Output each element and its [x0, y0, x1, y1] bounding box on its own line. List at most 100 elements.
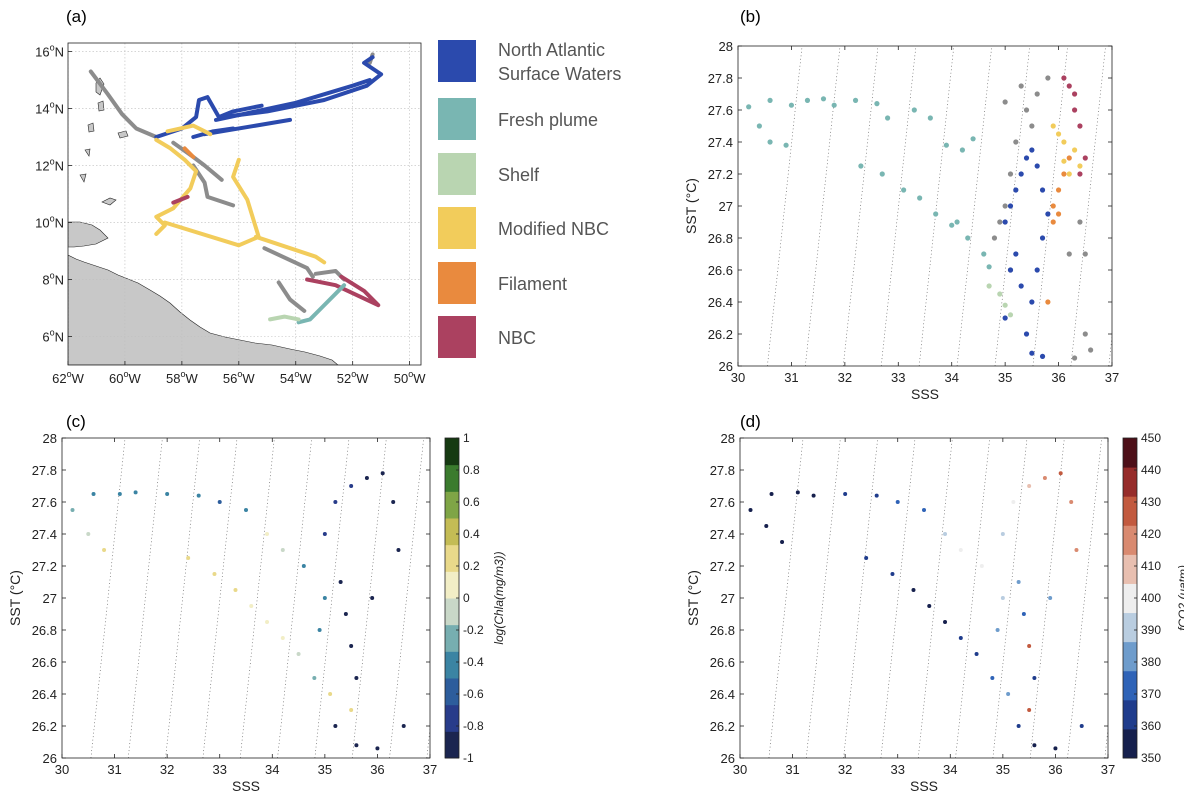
scatter-point — [1088, 347, 1094, 353]
ship-track-segment — [154, 137, 199, 236]
legend-label: NBC — [498, 328, 536, 348]
ship-track-segment — [262, 246, 315, 279]
scatter-point — [312, 676, 317, 680]
x-tick-label: 36 — [370, 762, 384, 777]
colorbar-segment — [1123, 641, 1137, 672]
colorbar-tick-label: 440 — [1141, 463, 1161, 477]
scatter-point — [1045, 75, 1051, 81]
plot-area — [62, 438, 430, 758]
panel-label-b: (b) — [740, 7, 761, 26]
scatter-point — [1045, 211, 1051, 217]
y-tick-label: 26.6 — [710, 655, 735, 670]
ship-track-segment — [214, 78, 372, 122]
y-tick-label: 26 — [43, 751, 57, 766]
scatter-point — [943, 532, 948, 536]
scatter-point — [997, 219, 1003, 225]
scatter-point — [391, 500, 396, 504]
scatter-point — [364, 476, 369, 480]
ship-track-segment — [296, 283, 347, 325]
y-tick-label: 27.8 — [32, 463, 57, 478]
scatter-point — [396, 548, 401, 552]
scatter-point — [1082, 331, 1088, 337]
legend-label: Filament — [498, 274, 567, 294]
scatter-point — [1082, 251, 1088, 257]
scatter-point — [811, 493, 816, 498]
scatter-point — [196, 493, 201, 498]
scatter-point — [767, 97, 773, 103]
scatter-point — [1066, 171, 1072, 177]
scatter-point — [1023, 107, 1030, 113]
scatter-point — [831, 102, 837, 108]
x-tick-label: 34 — [944, 370, 958, 385]
scatter-point — [1002, 99, 1008, 105]
scatter-point — [890, 572, 895, 576]
scatter-point — [1050, 203, 1056, 209]
scatter-point — [322, 532, 327, 536]
scatter-point — [1018, 283, 1024, 289]
scatter-point — [1016, 724, 1021, 728]
scatter-point — [249, 604, 254, 608]
y-tick-label: 26.2 — [710, 719, 735, 734]
y-tick-label: 26.8 — [32, 623, 57, 638]
scatter-point — [1074, 548, 1079, 552]
colorbar-tick-label: -0.8 — [463, 719, 484, 733]
scatter-point — [991, 235, 998, 241]
legend-label: Fresh plume — [498, 110, 598, 130]
scatter-point — [1055, 131, 1062, 137]
scatter-point — [874, 493, 879, 498]
island-4 — [84, 148, 91, 157]
scatter-point — [333, 500, 338, 504]
colorbar-tick-label: 0.6 — [463, 495, 480, 509]
scatter-point — [186, 556, 191, 560]
colorbar-segment — [445, 518, 459, 546]
scatter-point — [70, 508, 75, 512]
colorbar-segment — [1123, 525, 1137, 555]
colorbar-segment — [1123, 496, 1137, 526]
scatter-point — [1082, 155, 1088, 161]
scatter-point — [1002, 203, 1008, 209]
scatter-point — [370, 596, 375, 600]
scatter-point — [338, 580, 343, 584]
scatter-point — [1007, 267, 1014, 273]
scatter-point — [380, 471, 385, 476]
map-frame — [67, 42, 422, 366]
scatter-point — [780, 540, 785, 544]
scatter-point — [1002, 315, 1008, 321]
x-axis-label: SSS — [911, 386, 939, 402]
scatter-point — [1079, 724, 1084, 728]
colorbar-tick-label: 380 — [1141, 655, 1161, 669]
y-tick-label: 27.2 — [710, 559, 735, 574]
map-xtick-label: 50oW — [394, 369, 426, 386]
panel-label-a: (a) — [66, 7, 87, 26]
scatter-point — [895, 500, 900, 504]
y-tick-label: 27.8 — [710, 463, 735, 478]
scatter-point — [820, 96, 827, 102]
scatter-point — [1029, 350, 1035, 356]
scatter-point — [901, 187, 907, 193]
scatter-point — [354, 743, 359, 748]
scatter-point — [280, 548, 285, 552]
legend-swatch — [438, 153, 476, 195]
scatter-point — [864, 556, 869, 560]
colorbar-segment — [445, 624, 459, 652]
scatter-point — [328, 692, 333, 696]
south-america-land — [68, 254, 339, 365]
scatter-point — [1069, 500, 1074, 504]
scatter-point — [165, 492, 170, 496]
colorbar-tick-label: 370 — [1141, 687, 1161, 701]
y-tick-label: 26.8 — [710, 623, 735, 638]
scatter-point — [265, 620, 270, 624]
scatter-point — [852, 97, 859, 103]
colorbar-segment — [1123, 728, 1137, 759]
scatter-point — [217, 500, 222, 504]
scatter-point — [1016, 580, 1021, 584]
ship-track-segment — [253, 234, 327, 265]
scatter-point — [885, 115, 891, 121]
y-tick-label: 27.8 — [708, 71, 733, 86]
scatter-point — [943, 620, 948, 624]
scatter-point — [1072, 147, 1078, 153]
scatter-point — [212, 572, 217, 576]
scatter-point — [990, 676, 995, 680]
map-xtick-label: 52oW — [337, 369, 369, 386]
panel-b-ts-diagram: 30 31 32 33 34 35 36 37 26 26.2 26.4 26.6 26.8 27 27.2… — [683, 39, 1119, 402]
